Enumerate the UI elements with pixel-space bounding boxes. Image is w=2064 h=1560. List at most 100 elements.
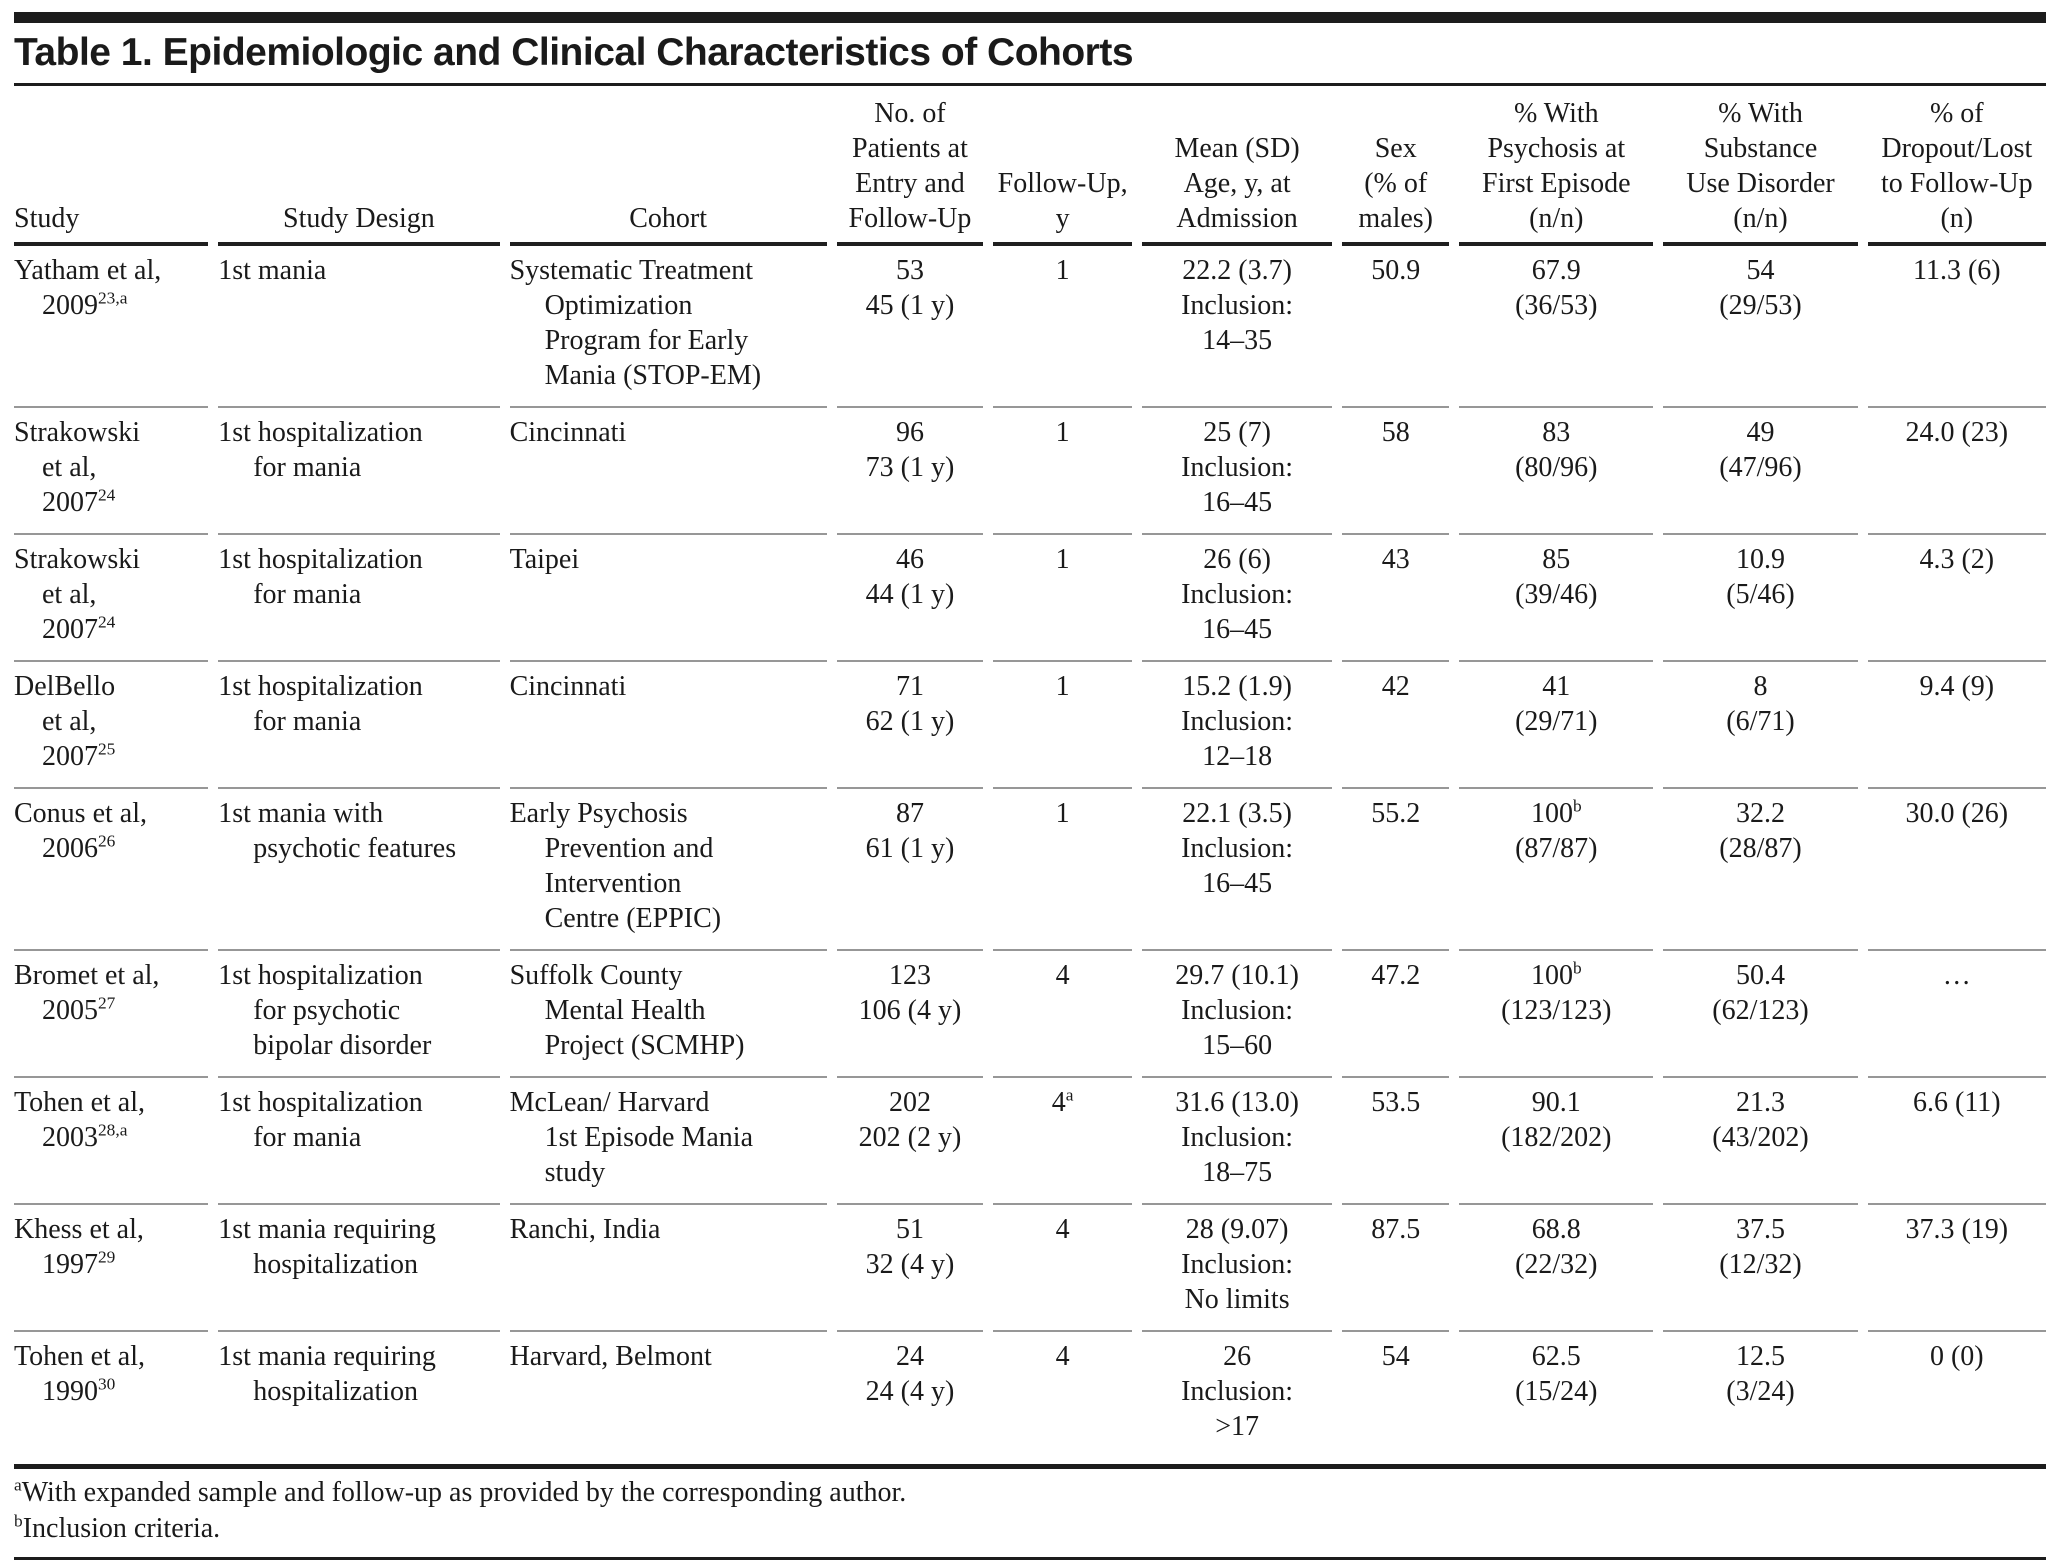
cell-study: Tohen et al, 199030	[14, 1341, 145, 1407]
cell-followup: 4	[993, 1205, 1132, 1332]
cell-cohort: Cincinnati	[509, 408, 827, 535]
cell-psychosis: 62.5 (15/24)	[1515, 1341, 1598, 1407]
page-root: Table 1. Epidemiologic and Clinical Char…	[4, 12, 2056, 1560]
table-row: Conus et al, 200626 1st mania with psychoti…	[14, 789, 2046, 951]
cell-psychosis: 68.8 (22/32)	[1459, 1205, 1654, 1332]
cell-substance: 12.5 (3/24)	[1726, 1341, 1795, 1407]
cell-design: 1st hospitalization for mania	[218, 408, 500, 535]
cell-sex: 53.5	[1342, 1078, 1450, 1205]
cell-substance: 32.2 (28/87)	[1663, 789, 1858, 951]
cell-cohort: Suffolk County Mental Health Project (SCMH…	[509, 951, 827, 1078]
cell-dropout: …	[1867, 951, 2046, 1078]
cell-design: 1st hospitalization for mania	[218, 1078, 500, 1205]
cell-psychosis: 83 (80/96)	[1459, 408, 1654, 535]
cell-psychosis: 90.1 (182/202)	[1459, 1078, 1654, 1205]
cell-study: Strakowski et al, 200724	[14, 408, 209, 535]
cell-sex: 54	[1381, 1341, 1410, 1372]
cell-age: 25 (7) Inclusion: 16–45	[1141, 408, 1333, 535]
table-row: Yatham et al, 200923,a 1st mania Systematic…	[14, 246, 2046, 408]
cell-substance: 10.9 (5/46)	[1663, 535, 1858, 662]
cell-design: 1st mania requiring hospitalization	[218, 1341, 436, 1407]
cell-psychosis: 41 (29/71)	[1459, 662, 1654, 789]
cell-cohort: Ranchi, India	[509, 1205, 827, 1332]
cell-sex: 47.2	[1342, 951, 1450, 1078]
cell-cohort: Early Psychosis Prevention and Interventio…	[509, 789, 827, 951]
top-rule	[14, 12, 2046, 23]
footnotes: aWith expanded sample and follow-up as p…	[14, 1464, 2046, 1560]
footnote-a: aWith expanded sample and follow-up as p…	[14, 1475, 907, 1508]
cell-sex: 87.5	[1342, 1205, 1450, 1332]
cell-age: 31.6 (13.0) Inclusion: 18–75	[1141, 1078, 1333, 1205]
table-title: Table 1. Epidemiologic and Clinical Char…	[14, 25, 2046, 86]
cell-followup: 4	[1055, 1341, 1070, 1372]
cell-followup: 4a	[993, 1078, 1132, 1205]
table-row: DelBello et al, 200725 1st hospitalization f…	[14, 662, 2046, 789]
cohort-table: Study Study Design Cohort No. of Patients at…	[4, 86, 2056, 1464]
cell-substance: 54 (29/53)	[1663, 246, 1858, 408]
cell-followup: 1	[993, 246, 1132, 408]
cell-cohort: Harvard, Belmont	[509, 1341, 712, 1372]
cell-substance: 8 (6/71)	[1663, 662, 1858, 789]
cell-study: Tohen et al, 200328,a	[14, 1078, 209, 1205]
cell-dropout: 0 (0)	[1929, 1341, 1984, 1372]
cell-sex: 55.2	[1342, 789, 1450, 951]
table-row: Tohen et al, 200328,a 1st hospitalization f…	[14, 1078, 2046, 1205]
cell-psychosis: 85 (39/46)	[1459, 535, 1654, 662]
cell-patients: 123 106 (4 y)	[836, 951, 984, 1078]
cell-sex: 43	[1342, 535, 1450, 662]
table-row: Khess et al, 199729 1st mania requiring hos…	[14, 1205, 2046, 1332]
table-body: Yatham et al, 200923,a 1st mania Systematic…	[14, 246, 2046, 1464]
col-header-followup: Follow-Up, y	[993, 86, 1132, 246]
cell-dropout: 30.0 (26)	[1867, 789, 2046, 951]
cell-followup: 1	[993, 662, 1132, 789]
cell-patients: 46 44 (1 y)	[836, 535, 984, 662]
cell-patients: 96 73 (1 y)	[836, 408, 984, 535]
cell-patients: 51 32 (4 y)	[836, 1205, 984, 1332]
cell-cohort: Systematic Treatment Optimization Program …	[509, 246, 827, 408]
cell-age: 26 Inclusion: >17	[1181, 1341, 1294, 1442]
cell-dropout: 6.6 (11)	[1867, 1078, 2046, 1205]
cell-study: Bromet et al, 200527	[14, 951, 209, 1078]
cell-study: Yatham et al, 200923,a	[14, 246, 209, 408]
cell-study: Khess et al, 199729	[14, 1205, 209, 1332]
cell-study: DelBello et al, 200725	[14, 662, 209, 789]
table-row: Strakowski et al, 200724 1st hospitalizatio…	[14, 535, 2046, 662]
cell-patients: 24 24 (4 y)	[865, 1341, 955, 1407]
cell-substance: 37.5 (12/32)	[1663, 1205, 1858, 1332]
table-header-row: Study Study Design Cohort No. of Patients at…	[14, 86, 2046, 246]
cell-design: 1st hospitalization for psychotic bipolar …	[218, 951, 500, 1078]
cell-sex: 50.9	[1342, 246, 1450, 408]
cell-sex: 58	[1342, 408, 1450, 535]
col-header-patients: No. of Patients at Entry and Follow-Up	[836, 86, 984, 246]
cell-study: Strakowski et al, 200724	[14, 535, 209, 662]
footnote-b: bInclusion criteria.	[14, 1511, 221, 1544]
table-row: Strakowski et al, 200724 1st hospitalizatio…	[14, 408, 2046, 535]
cell-psychosis: 67.9 (36/53)	[1459, 246, 1654, 408]
cell-cohort: McLean/ Harvard 1st Episode Mania study	[509, 1078, 827, 1205]
cell-dropout: 9.4 (9)	[1867, 662, 2046, 789]
col-header-substance: % With Substance Use Disorder (n/n)	[1663, 86, 1858, 246]
cell-substance: 21.3 (43/202)	[1663, 1078, 1858, 1205]
table-header: Study Study Design Cohort No. of Patients at…	[14, 86, 2046, 246]
cell-followup: 1	[993, 789, 1132, 951]
cell-design: 1st mania with psychotic features	[218, 789, 500, 951]
cell-patients: 71 62 (1 y)	[836, 662, 984, 789]
cell-patients: 53 45 (1 y)	[836, 246, 984, 408]
cell-patients: 202 202 (2 y)	[836, 1078, 984, 1205]
col-header-sex: Sex (% of males)	[1342, 86, 1450, 246]
col-header-dropout: % of Dropout/Lost to Follow-Up (n)	[1867, 86, 2046, 246]
cell-psychosis: 100b (87/87)	[1459, 789, 1654, 951]
col-header-study: Study	[14, 86, 209, 246]
cell-cohort: Cincinnati	[509, 662, 827, 789]
cell-dropout: 37.3 (19)	[1867, 1205, 2046, 1332]
cell-sex: 42	[1342, 662, 1450, 789]
table-row: Bromet et al, 200527 1st hospitalization fo…	[14, 951, 2046, 1078]
cell-study: Conus et al, 200626	[14, 789, 209, 951]
cell-design: 1st mania requiring hospitalization	[218, 1205, 500, 1332]
cell-patients: 87 61 (1 y)	[836, 789, 984, 951]
cell-substance: 50.4 (62/123)	[1663, 951, 1858, 1078]
table-row: Tohen et al, 199030 1st mania requiring hos…	[14, 1332, 2046, 1464]
cell-design: 1st hospitalization for mania	[218, 662, 500, 789]
cell-design: 1st hospitalization for mania	[218, 535, 500, 662]
col-header-design: Study Design	[218, 86, 500, 246]
